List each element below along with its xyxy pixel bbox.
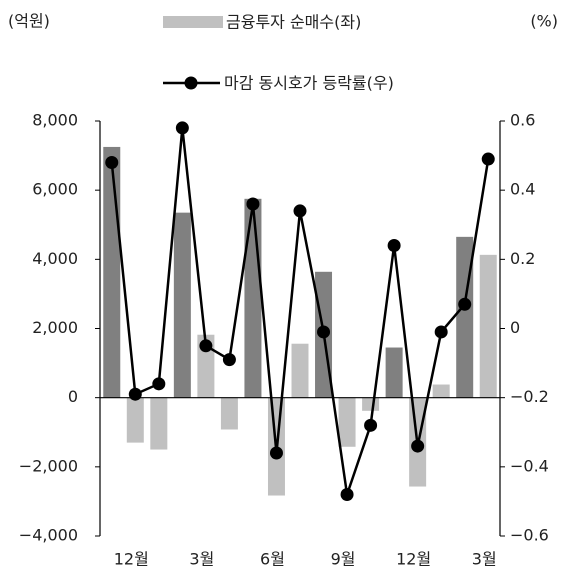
bar bbox=[103, 146, 121, 398]
line-marker bbox=[175, 121, 189, 135]
bar bbox=[220, 397, 238, 430]
line-marker bbox=[411, 439, 425, 453]
bar bbox=[126, 397, 144, 443]
line-marker bbox=[128, 387, 142, 401]
x-tick-label: 12월 bbox=[114, 550, 149, 569]
bar bbox=[291, 343, 309, 398]
line-marker bbox=[269, 446, 283, 460]
bar bbox=[385, 347, 403, 398]
legend-marker bbox=[184, 76, 198, 90]
y-tick-label: 6,000 bbox=[32, 180, 78, 199]
y-axis-label: (억원) bbox=[8, 12, 50, 31]
bar bbox=[362, 397, 380, 411]
y-tick-label: 0 bbox=[68, 387, 78, 406]
legend-label: 금융투자 순매수(좌) bbox=[226, 13, 361, 32]
line-marker bbox=[458, 297, 472, 311]
y2-tick-label: −0.4 bbox=[510, 456, 549, 475]
x-tick-label: 9월 bbox=[331, 550, 356, 569]
x-tick-label: 12월 bbox=[396, 550, 431, 569]
x-tick-label: 3월 bbox=[472, 550, 497, 569]
y-tick-label: 4,000 bbox=[32, 249, 78, 268]
line-marker bbox=[246, 197, 260, 211]
line bbox=[110, 127, 490, 495]
y2-tick-label: −0.6 bbox=[510, 526, 549, 545]
y2-tick-label: 0.4 bbox=[510, 180, 535, 199]
bar bbox=[338, 397, 356, 447]
bar bbox=[479, 254, 497, 398]
bar bbox=[173, 212, 191, 398]
line-marker bbox=[317, 325, 331, 339]
line-marker bbox=[481, 152, 495, 166]
y2-tick-label: 0.2 bbox=[510, 249, 535, 268]
legend-swatch bbox=[163, 16, 223, 28]
legend-label: 마감 동시호가 등락률(우) bbox=[224, 74, 394, 93]
bar bbox=[432, 384, 450, 398]
bar bbox=[150, 397, 168, 450]
bar bbox=[244, 198, 262, 398]
y-tick-label: 8,000 bbox=[32, 111, 78, 130]
line-marker bbox=[105, 156, 119, 169]
line-marker bbox=[340, 488, 354, 501]
line-marker bbox=[152, 377, 166, 391]
y2-tick-label: 0 bbox=[510, 318, 520, 337]
line-marker bbox=[434, 325, 448, 339]
y2-tick-label: 0.6 bbox=[510, 111, 535, 130]
line-marker bbox=[364, 418, 378, 432]
y-tick-label: −4,000 bbox=[19, 526, 78, 545]
line-marker bbox=[293, 204, 307, 218]
y-tick-label: −2,000 bbox=[19, 456, 78, 475]
x-tick-label: 6월 bbox=[260, 550, 285, 569]
line-marker bbox=[199, 339, 213, 353]
y2-axis-label: (%) bbox=[530, 12, 558, 31]
x-tick-label: 3월 bbox=[189, 550, 214, 569]
y2-tick-label: −0.2 bbox=[510, 387, 549, 406]
line-marker bbox=[387, 239, 401, 252]
line-marker bbox=[222, 353, 236, 367]
y-tick-label: 2,000 bbox=[32, 318, 78, 337]
